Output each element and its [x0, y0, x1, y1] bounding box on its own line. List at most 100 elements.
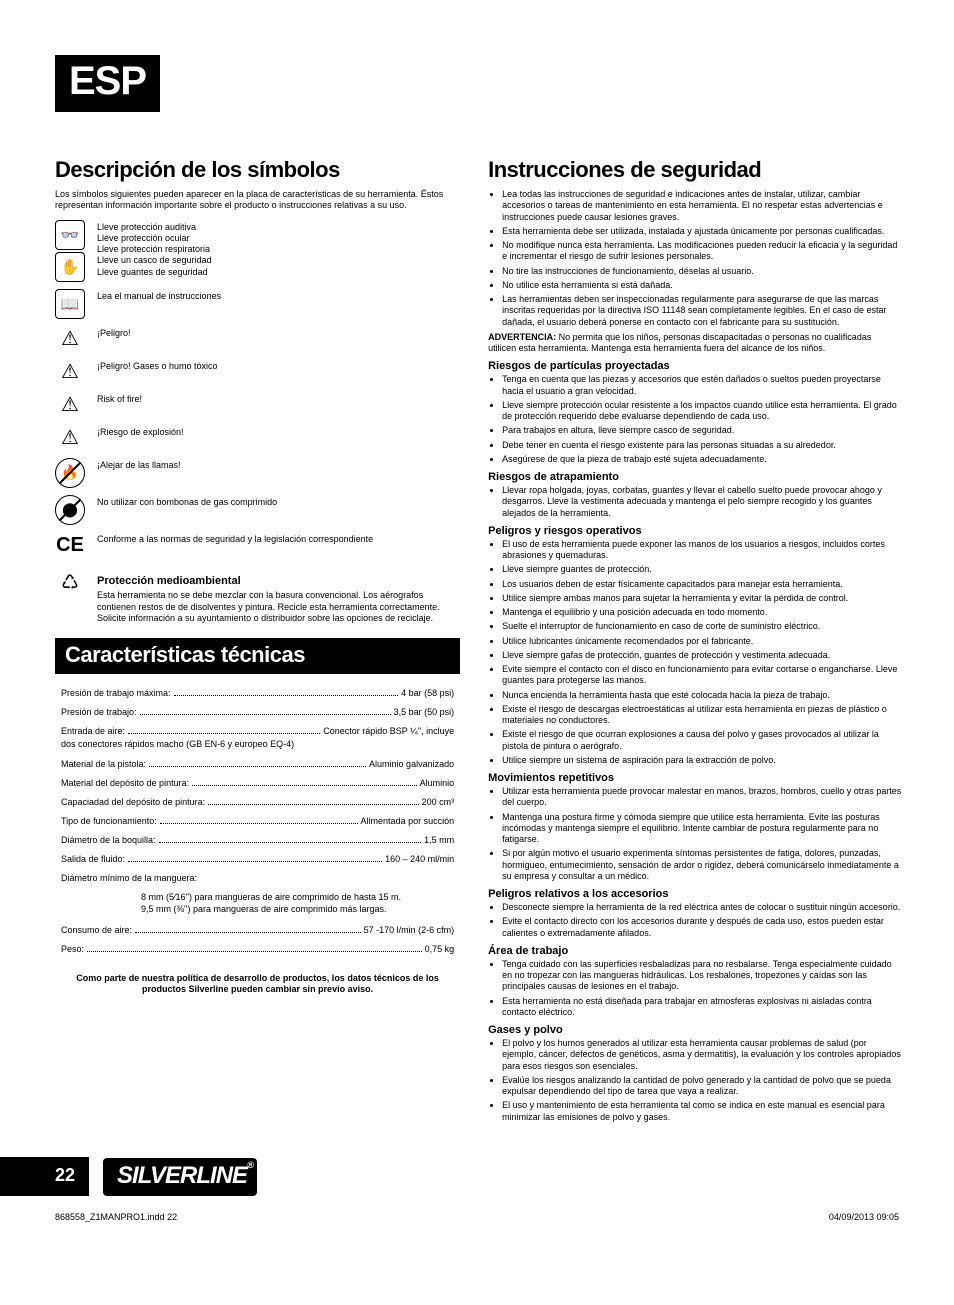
symbol-subheading: Protección medioambiental — [97, 575, 460, 589]
print-metadata: 868558_Z1MANPRO1.indd 22 04/09/2013 09:0… — [55, 1212, 899, 1222]
symbol-row: ⬤ No utilizar con bombonas de gas comprim… — [55, 495, 460, 525]
list-item: Desconecte siempre la herramienta de la … — [502, 902, 902, 913]
list-item: Utilice siempre ambas manos para sujetar… — [502, 593, 902, 604]
spec-row: Salida de fluido:160 – 240 ml/min — [61, 854, 454, 864]
safety-list: Tenga en cuenta que las piezas y accesor… — [488, 374, 902, 465]
spec-value: 57 -170 l/min (2-6 cfm) — [364, 925, 455, 935]
symbol-row: CE Conforme a las normas de seguridad y l… — [55, 532, 460, 560]
spec-row: Consumo de aire: 57 -170 l/min (2-6 cfm) — [61, 925, 454, 935]
spec-dots — [128, 733, 320, 734]
symbol-icon: 🔥 — [55, 458, 87, 488]
tri-icon: ⚠ — [55, 392, 85, 418]
weee-icon: ♺ — [55, 567, 85, 599]
symbol-list: 👓✋Lleve protección auditivaLleve protecc… — [55, 220, 460, 625]
symbol-text: ¡Peligro! — [97, 326, 131, 339]
spec-value: Conector rápido BSP ¼'', incluye — [323, 726, 454, 736]
symbol-row: 👓✋Lleve protección auditivaLleve protecc… — [55, 220, 460, 282]
symbol-icon: 📖 — [55, 289, 87, 319]
list-item: No modifique nunca esta herramienta. Las… — [502, 240, 902, 263]
spec-row: Entrada de aire:Conector rápido BSP ¼'',… — [61, 726, 454, 736]
list-item: Las herramientas deben ser inspeccionada… — [502, 294, 902, 328]
list-item: Existe el riesgo de que ocurran explosio… — [502, 729, 902, 752]
box-icon: ✋ — [55, 252, 85, 282]
spec-row: Material de la pistola:Aluminio galvaniz… — [61, 759, 454, 769]
spec-value: 3,5 bar (50 psi) — [394, 707, 455, 717]
spec-dots — [174, 695, 399, 696]
list-item: Esta herramienta no está diseñada para t… — [502, 996, 902, 1019]
safety-list: El polvo y los humos generados al utiliz… — [488, 1038, 902, 1123]
list-item: Para trabajos en altura, lleve siempre c… — [502, 425, 902, 436]
spec-label: Material del depósito de pintura: — [61, 778, 189, 788]
safety-heading: Instrucciones de seguridad — [488, 157, 902, 183]
symbol-icon: ⚠ — [55, 425, 87, 451]
safety-subheading: Peligros relativos a los accesorios — [488, 888, 902, 900]
symbol-text: No utilizar con bombonas de gas comprimi… — [97, 495, 277, 508]
symbol-icon: ⚠ — [55, 392, 87, 418]
symbol-row: ⚠¡Peligro! Gases o humo tóxico — [55, 359, 460, 385]
ce-icon: CE — [55, 532, 85, 560]
spec-value: 200 cm³ — [422, 797, 455, 807]
safety-subheading: Área de trabajo — [488, 945, 902, 957]
safety-list: Tenga cuidado con las superficies resbal… — [488, 959, 902, 1018]
spec-label: Presión de trabajo: — [61, 707, 137, 717]
spec-value: Aluminio — [420, 778, 455, 788]
list-item: Evite siempre el contacto con el disco e… — [502, 664, 902, 687]
page-number: 22 — [0, 1157, 89, 1196]
safety-list: Llevar ropa holgada, joyas, corbatas, gu… — [488, 485, 902, 519]
symbol-row: ⚠ ¡Peligro! — [55, 326, 460, 352]
list-item: Evalúe los riesgos analizando la cantida… — [502, 1075, 902, 1098]
safety-list: El uso de esta herramienta puede exponer… — [488, 539, 902, 766]
brand-text: SILVERLINE — [117, 1162, 247, 1189]
specs-disclaimer: Como parte de nuestra política de desarr… — [55, 973, 460, 996]
safety-warning: ADVERTENCIA: No permita que los niños, p… — [488, 332, 902, 355]
spec-row: Tipo de funcionamiento: Alimentada por su… — [61, 816, 454, 826]
list-item: Si por algún motivo el usuario experimen… — [502, 848, 902, 882]
symbol-row: 📖 Lea el manual de instrucciones — [55, 289, 460, 319]
safety-list: Utilizar esta herramienta puede provocar… — [488, 786, 902, 882]
symbol-row: ⚠ Risk of fire! — [55, 392, 460, 418]
list-item: Lleve siempre protección ocular resisten… — [502, 400, 902, 423]
list-item: Lea todas las instrucciones de seguridad… — [502, 189, 902, 223]
spec-row: Presión de trabajo máxima:4 bar (58 psi) — [61, 688, 454, 698]
spec-value: Alimentada por succión — [361, 816, 455, 826]
safety-sections: Riesgos de partículas proyectadas Tenga e… — [488, 360, 902, 1123]
list-item: Lleve siempre gafas de protección, guant… — [502, 650, 902, 661]
spec-label: Diámetro de la boquilla: — [61, 835, 156, 845]
symbol-row: ♺Protección medioambientalEsta herramien… — [55, 567, 460, 625]
list-item: Tenga en cuenta que las piezas y accesor… — [502, 374, 902, 397]
symbol-icon: ♺ — [55, 567, 87, 599]
print-file: 868558_Z1MANPRO1.indd 22 — [55, 1212, 177, 1222]
spec-dots — [128, 861, 382, 862]
spec-value: 4 bar (58 psi) — [401, 688, 454, 698]
spec-value: 1,5 mm — [424, 835, 454, 845]
spec-label: Tipo de funcionamiento: — [61, 816, 157, 826]
list-item: Utilice lubricantes únicamente recomenda… — [502, 636, 902, 647]
spec-row: Diámetro mínimo de la manguera: — [61, 873, 454, 883]
symbol-icon: ⬤ — [55, 495, 87, 525]
spec-label: Peso: — [61, 944, 84, 954]
symbol-text: Lea el manual de instrucciones — [97, 289, 221, 302]
symbol-text: ¡Riesgo de explosión! — [97, 425, 184, 438]
spec-label: Consumo de aire: — [61, 925, 132, 935]
symbol-text: ¡Alejar de las llamas! — [97, 458, 181, 471]
list-item: Debe tener en cuenta el riesgo existente… — [502, 440, 902, 451]
safety-subheading: Riesgos de partículas proyectadas — [488, 360, 902, 372]
list-item: Utilizar esta herramienta puede provocar… — [502, 786, 902, 809]
registered-mark: ® — [247, 1160, 253, 1170]
symbols-intro: Los símbolos siguientes pueden aparecer … — [55, 189, 460, 212]
symbol-text: Risk of fire! — [97, 392, 142, 405]
spec-row: Material del depósito de pintura: Alumini… — [61, 778, 454, 788]
spec-value: 0,75 kg — [425, 944, 455, 954]
symbol-text: Conforme a las normas de seguridad y la … — [97, 532, 373, 545]
list-item: No tire las instrucciones de funcionamie… — [502, 266, 902, 277]
spec-value: Aluminio galvanizado — [369, 759, 454, 769]
brand-logo: SILVERLINE® — [103, 1158, 257, 1196]
spec-dots — [149, 766, 366, 767]
page-footer: 22 SILVERLINE® — [0, 1157, 257, 1196]
spec-label: Capaciadad del depósito de pintura: — [61, 797, 205, 807]
circ-icon: ⬤ — [55, 495, 85, 525]
list-item: Esta herramienta debe ser utilizada, ins… — [502, 226, 902, 237]
safety-subheading: Gases y polvo — [488, 1024, 902, 1036]
spec-row: Peso: 0,75 kg — [61, 944, 454, 954]
symbol-icon: ⚠ — [55, 326, 87, 352]
